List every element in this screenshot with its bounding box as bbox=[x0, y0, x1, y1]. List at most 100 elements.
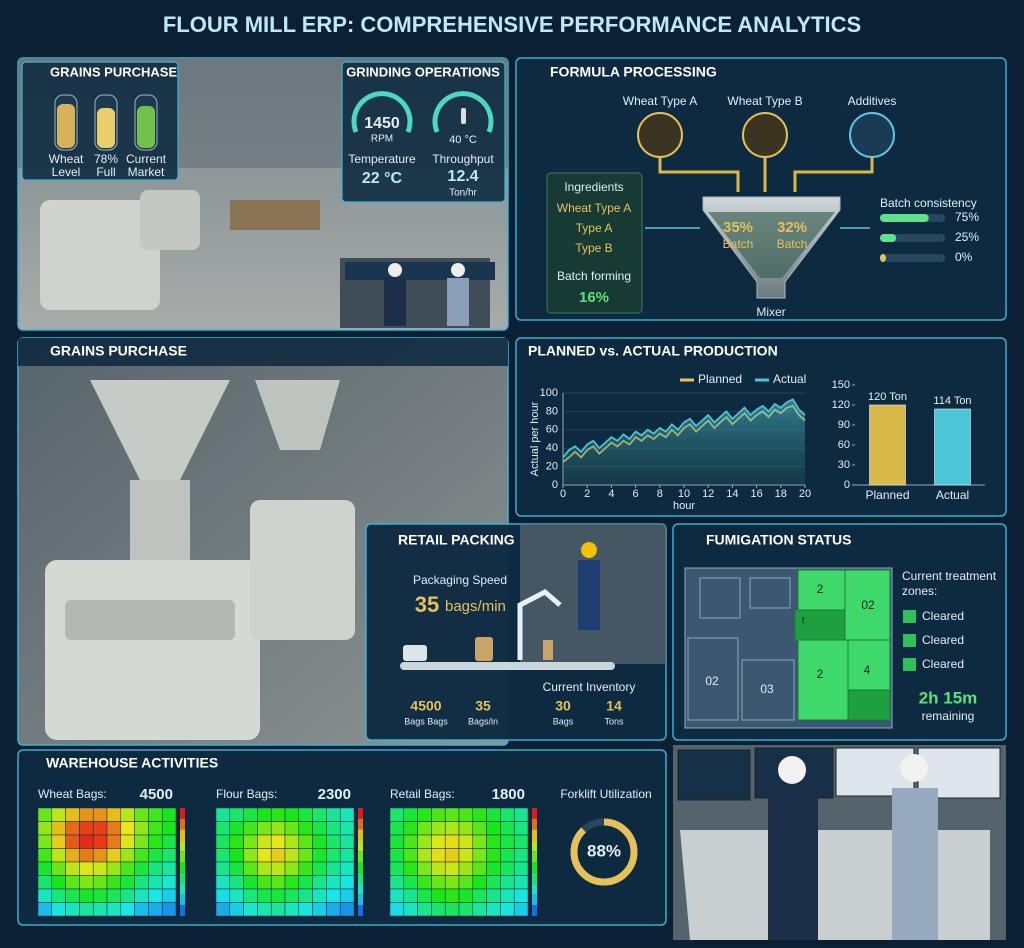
colorbar bbox=[358, 894, 363, 906]
throughput-value: 12.4 bbox=[447, 168, 478, 185]
panel-title: GRINDING OPERATIONS bbox=[346, 64, 500, 79]
heatmap-cell bbox=[51, 834, 66, 849]
zone-label: 02 bbox=[705, 674, 719, 688]
heatmap-cell bbox=[472, 861, 487, 876]
bar bbox=[880, 254, 886, 262]
heatmap-cell bbox=[444, 902, 460, 917]
heatmap-cell bbox=[284, 861, 300, 876]
heatmap-cell bbox=[298, 848, 313, 863]
x-tick-label: 16 bbox=[750, 488, 762, 500]
x-tick-label: Planned bbox=[865, 488, 909, 502]
bar bbox=[880, 234, 897, 242]
heatmap-label: Wheat Bags: bbox=[38, 787, 107, 801]
heatmap-cell bbox=[458, 834, 474, 849]
heatmap-cell bbox=[65, 861, 80, 876]
heatmap-cell bbox=[92, 902, 108, 917]
x-tick-label: Actual bbox=[936, 488, 969, 502]
heatmap-cell bbox=[284, 902, 300, 917]
heatmap-cell bbox=[298, 834, 313, 849]
heatmap-cell bbox=[51, 888, 66, 903]
heatmap-cell bbox=[458, 888, 474, 903]
panel-title: FUMIGATION STATUS bbox=[706, 532, 851, 548]
status-label: Cleared bbox=[922, 633, 964, 647]
heatmap-cell bbox=[339, 888, 355, 903]
heatmap-cell bbox=[284, 807, 300, 822]
zone-label: 2 bbox=[817, 667, 824, 681]
forming-value: 16% bbox=[579, 289, 609, 306]
heatmap-cell bbox=[161, 861, 177, 876]
heatmap-cell bbox=[444, 888, 460, 903]
heatmap-cell bbox=[389, 807, 405, 822]
heatmap-cell bbox=[326, 861, 341, 876]
heatmap-cell bbox=[134, 834, 149, 849]
heatmap-cell bbox=[134, 902, 149, 917]
heatmap-cell bbox=[403, 902, 418, 917]
y-tick-label: 120 bbox=[832, 399, 850, 411]
heatmap-cell bbox=[106, 888, 122, 903]
heatmap-cell bbox=[500, 902, 515, 917]
inventory-unit: Bags bbox=[553, 716, 574, 726]
colorbar bbox=[358, 862, 363, 873]
heatmap-cell bbox=[472, 902, 487, 917]
fumigation-panel: FUMIGATION STATUS 2 02 f 2 4 02 03 Curre… bbox=[672, 523, 1007, 741]
heatmap-cell bbox=[500, 861, 515, 876]
x-tick-label: 4 bbox=[608, 488, 614, 500]
value-label: 114 Ton bbox=[933, 395, 971, 407]
heatmap-cell bbox=[229, 875, 244, 890]
heatmap-cell bbox=[513, 875, 529, 890]
heatmap-cell bbox=[312, 902, 327, 917]
heatmap-cell bbox=[134, 807, 149, 822]
heatmap-cell bbox=[472, 888, 487, 903]
heatmap-cell bbox=[51, 821, 66, 836]
heatmap-cell bbox=[417, 821, 432, 836]
speed-value: 35 bbox=[415, 592, 439, 617]
x-tick-label: 10 bbox=[678, 488, 690, 500]
mixer-label: Mixer bbox=[756, 305, 785, 319]
heatmap-cell bbox=[79, 875, 94, 890]
forming-label: Batch forming bbox=[557, 269, 631, 283]
tank-label: Wheat bbox=[49, 152, 84, 166]
x-tick-label: 12 bbox=[702, 488, 714, 500]
heatmap-cell bbox=[417, 807, 432, 822]
gauge-label: 88% bbox=[587, 841, 621, 860]
heatmap-cell bbox=[120, 821, 135, 836]
colorbar bbox=[358, 829, 363, 841]
heatmap-cell bbox=[312, 888, 327, 903]
heatmap-cell bbox=[431, 834, 446, 849]
heatmap-cell bbox=[326, 888, 341, 903]
treatment-label: zones: bbox=[902, 584, 937, 598]
retail-panel: RETAIL PACKING Packaging Speed 35 bags/m… bbox=[365, 523, 667, 741]
heatmap-cell bbox=[215, 875, 231, 890]
heatmap-cell bbox=[257, 848, 272, 863]
heatmap-cell bbox=[79, 902, 94, 917]
heatmap-cell bbox=[270, 861, 286, 876]
heatmap-cell bbox=[403, 834, 418, 849]
heatmap-cell bbox=[51, 848, 66, 863]
x-tick-label: 20 bbox=[799, 488, 811, 500]
heatmap-cell bbox=[161, 807, 177, 822]
colorbar bbox=[532, 829, 537, 841]
heatmap-cell bbox=[444, 875, 460, 890]
heatmap-cell bbox=[92, 848, 108, 863]
heatmap-cell bbox=[120, 807, 135, 822]
heatmap-cell bbox=[148, 821, 163, 836]
heatmap-cell bbox=[215, 821, 231, 836]
heatmap-cell bbox=[486, 807, 501, 822]
temperature-label: Temperature bbox=[348, 152, 416, 166]
heatmap-cell bbox=[326, 848, 341, 863]
heatmap-cell bbox=[65, 875, 80, 890]
heatmap-cell bbox=[37, 875, 53, 890]
heatmap-cell bbox=[243, 861, 258, 876]
heatmap-cell bbox=[270, 834, 286, 849]
heatmap-cell bbox=[229, 902, 244, 917]
heatmap-cell bbox=[106, 902, 122, 917]
bar-track bbox=[880, 254, 945, 262]
colorbar bbox=[358, 808, 363, 819]
heatmap-label: Retail Bags: bbox=[390, 787, 455, 801]
heatmap-cell bbox=[65, 902, 80, 917]
heatmap-cell bbox=[458, 821, 474, 836]
heatmap-cell bbox=[513, 834, 529, 849]
heatmap-cell bbox=[339, 821, 355, 836]
